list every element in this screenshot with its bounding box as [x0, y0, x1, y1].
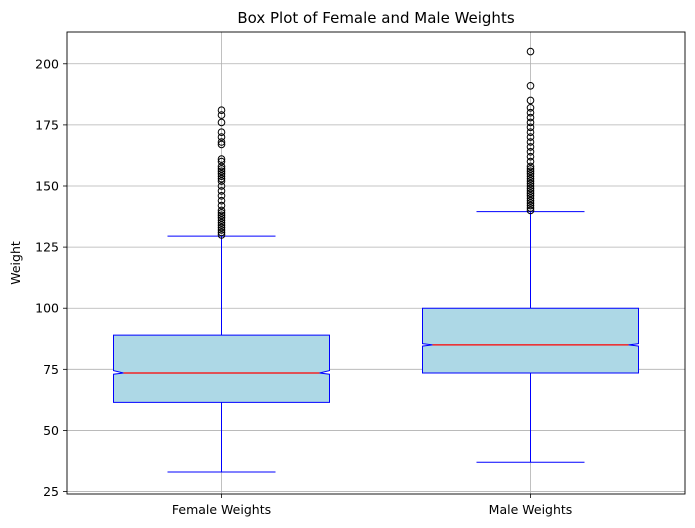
outlier-point: [217, 174, 226, 183]
outlier-point: [526, 187, 535, 195]
outlier-point: [217, 128, 226, 137]
outlier-point: [217, 157, 226, 166]
outlier-point: [526, 204, 535, 212]
y-tick-label: 100: [35, 301, 59, 316]
outlier-point: [217, 182, 226, 190]
plot-area: 25 50 75 100 125 150 175 200 Female Weights Male …: [35, 31, 686, 517]
y-axis-label: Weight: [8, 241, 23, 285]
outlier-point: [526, 194, 535, 203]
outlier-point: [526, 201, 535, 210]
outlier-point: [526, 162, 535, 171]
outlier-point: [217, 162, 226, 171]
outlier-point: [217, 211, 226, 220]
x-tick-label: Male Weights: [489, 502, 573, 517]
outlier-point: [217, 213, 226, 222]
outlier-point: [217, 187, 226, 195]
outlier-point: [217, 172, 226, 181]
outlier-point: [217, 169, 226, 178]
outlier-point: [217, 216, 226, 225]
outlier-point: [526, 184, 535, 193]
outlier-point: [526, 179, 535, 188]
outlier-point: [526, 133, 535, 141]
y-tick-label: 150: [35, 179, 59, 194]
y-tick-label: 25: [43, 484, 59, 499]
y-tick-label: 75: [43, 362, 59, 377]
outlier-point: [217, 209, 226, 217]
outlier-point: [526, 47, 535, 56]
outlier-point: [217, 177, 226, 185]
outlier-point: [526, 147, 535, 156]
outlier-point: [526, 81, 535, 90]
outlier-point: [217, 223, 226, 232]
outlier-point: [217, 228, 226, 237]
outlier-point: [526, 174, 535, 183]
outlier-point: [217, 138, 226, 146]
outlier-point: [217, 111, 226, 119]
outlier-point: [217, 206, 226, 215]
y-tick-label: 175: [35, 117, 59, 132]
outlier-point: [526, 199, 535, 207]
outlier-point: [217, 221, 226, 229]
outlier-point: [526, 182, 535, 190]
y-tick-label: 125: [35, 240, 59, 255]
outlier-point: [217, 226, 226, 234]
outlier-point: [217, 106, 226, 115]
outlier-point: [526, 108, 535, 117]
outlier-point: [526, 123, 535, 132]
outlier-point: [526, 113, 535, 122]
outlier-point: [526, 128, 535, 137]
outlier-point: [217, 118, 226, 127]
outlier-point: [526, 143, 535, 151]
outlier-point: [526, 196, 535, 205]
outlier-point: [526, 206, 535, 215]
outlier-point: [526, 189, 535, 198]
outlier-point: [526, 167, 535, 176]
outlier-point: [526, 165, 535, 173]
outlier-point: [217, 201, 226, 210]
outlier-point: [526, 103, 535, 112]
outlier-point: [217, 133, 226, 141]
outlier-point: [217, 165, 226, 173]
outlier-point: [217, 167, 226, 176]
notched-box: [422, 307, 639, 374]
outlier-point: [526, 157, 535, 166]
outlier-point: [217, 191, 226, 200]
outlier-point: [526, 118, 535, 127]
notched-box: [113, 334, 330, 403]
y-tick-label: 50: [43, 423, 59, 438]
y-tick-label: 200: [35, 56, 59, 71]
outlier-point: [217, 155, 226, 163]
outlier-point: [217, 196, 226, 205]
outlier-point: [526, 191, 535, 200]
outlier-point: [526, 138, 535, 146]
chart-title: Box Plot of Female and Male Weights: [237, 9, 514, 27]
outlier-point: [526, 152, 535, 161]
outlier-point: [526, 172, 535, 181]
outlier-point: [217, 218, 226, 227]
x-tick-label: Female Weights: [172, 502, 271, 517]
outlier-point: [526, 177, 535, 185]
outlier-point: [217, 231, 226, 239]
outlier-point: [217, 140, 226, 149]
axes-frame: [66, 31, 686, 495]
outlier-point: [526, 169, 535, 178]
outlier-point: [526, 96, 535, 105]
